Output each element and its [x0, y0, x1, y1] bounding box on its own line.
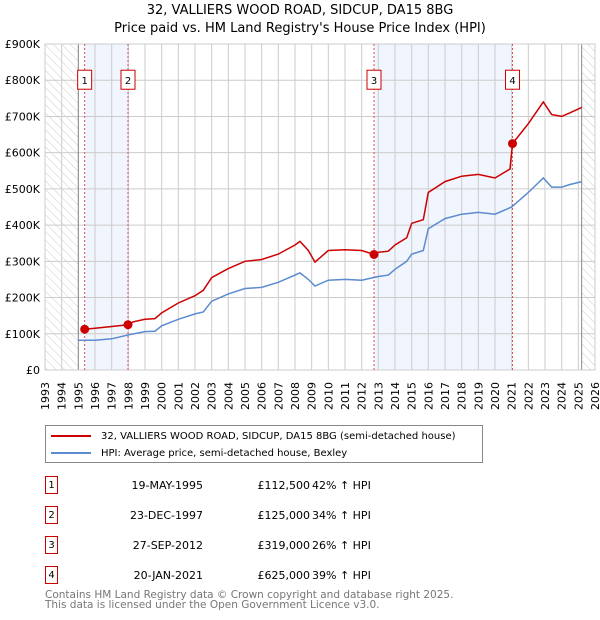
- x-tick-label: 2003: [206, 382, 219, 410]
- sale-price: £319,000: [257, 538, 311, 552]
- legend-item-hpi: HPI: Average price, semi-detached house,…: [51, 445, 347, 461]
- sale-label: 1: [81, 76, 87, 87]
- hpi-line: [78, 176, 582, 342]
- x-tick-label: 2012: [356, 382, 369, 410]
- shaded-period: [84, 44, 128, 370]
- x-tick-label: 2024: [556, 382, 569, 410]
- x-tick-label: 1996: [89, 382, 102, 410]
- x-tick-label: 2013: [372, 382, 385, 410]
- subtitle-line: Price paid vs. HM Land Registry's House …: [114, 21, 486, 36]
- sale-number: 3: [45, 536, 58, 554]
- sale-point: [80, 324, 90, 334]
- sale-date: 23-DEC-1997: [129, 508, 203, 522]
- plot-border: [44, 43, 596, 371]
- y-tick-label: £400K: [5, 219, 41, 232]
- x-tick-label: 2020: [489, 382, 502, 410]
- x-tick-label: 2025: [572, 382, 585, 410]
- sale-label-box: [505, 69, 520, 90]
- x-tick-label: 2015: [406, 382, 419, 410]
- x-tick-label: 2006: [256, 382, 269, 410]
- legend-item-property: 32, VALLIERS WOOD ROAD, SIDCUP, DA15 8BG…: [51, 428, 456, 444]
- sale-price: £125,000: [257, 508, 311, 522]
- chart-legend: 32, VALLIERS WOOD ROAD, SIDCUP, DA15 8BG…: [45, 425, 483, 463]
- sale-number: 2: [45, 506, 58, 524]
- shaded-period: [374, 44, 513, 370]
- y-tick-label: £0: [26, 364, 40, 377]
- table-row: 4 20-JAN-2021 £625,000 39% ↑ HPI: [45, 565, 371, 585]
- y-tick-label: £100K: [5, 328, 41, 341]
- x-tick-label: 2004: [222, 382, 235, 410]
- table-row: 1 19-MAY-1995 £112,500 42% ↑ HPI: [45, 475, 371, 495]
- x-tick-label: 2001: [172, 382, 185, 410]
- y-tick-label: £900K: [5, 38, 41, 51]
- footer-line: Contains HM Land Registry data © Crown c…: [45, 589, 454, 601]
- legend-swatch-blue: [51, 452, 91, 454]
- sale-price: £112,500: [257, 478, 311, 492]
- x-tick-label: 2002: [189, 382, 202, 410]
- sale-hpi: 26% ↑ HPI: [312, 538, 371, 552]
- sale-date: 20-JAN-2021: [133, 568, 203, 582]
- x-tick-label: 2022: [522, 382, 535, 410]
- x-tick-label: 2011: [339, 382, 352, 410]
- sale-number: 1: [45, 476, 58, 494]
- x-tick-label: 2005: [239, 382, 252, 410]
- y-tick-label: £800K: [5, 74, 41, 87]
- chart-title: 32, VALLIERS WOOD ROAD, SIDCUP, DA15 8BG…: [0, 2, 600, 38]
- x-tick-label: 2000: [156, 382, 169, 410]
- x-tick-label: 2007: [272, 382, 285, 410]
- x-tick-label: 2018: [456, 382, 469, 410]
- sale-date: 27-SEP-2012: [132, 538, 203, 552]
- sale-hpi: 34% ↑ HPI: [312, 508, 371, 522]
- sale-label: 4: [509, 76, 515, 87]
- x-tick-label: 2017: [439, 382, 452, 410]
- x-tick-label: 2009: [306, 382, 319, 410]
- x-tick-label: 2016: [422, 382, 435, 410]
- sale-date: 19-MAY-1995: [131, 478, 203, 492]
- x-tick-label: 2021: [506, 382, 519, 410]
- x-tick-label: 2026: [589, 382, 600, 410]
- footer: Contains HM Land Registry data © Crown c…: [45, 589, 454, 611]
- sale-point: [123, 320, 133, 330]
- y-tick-label: £200K: [5, 292, 41, 305]
- y-tick-label: £500K: [5, 183, 41, 196]
- y-tick-label: £300K: [5, 255, 41, 268]
- sale-label-box: [366, 69, 382, 90]
- sale-label-box: [120, 69, 136, 90]
- legend-swatch-red: [51, 435, 91, 437]
- table-row: 3 27-SEP-2012 £319,000 26% ↑ HPI: [45, 535, 371, 555]
- y-tick-label: £700K: [5, 110, 41, 123]
- sale-label: 3: [371, 76, 377, 87]
- x-tick-label: 2008: [289, 382, 302, 410]
- sale-number: 4: [45, 566, 58, 584]
- sale-price: £625,000: [257, 568, 311, 582]
- x-tick-label: 1994: [56, 382, 69, 410]
- footer-line: This data is licensed under the Open Gov…: [45, 599, 380, 611]
- title-line: 32, VALLIERS WOOD ROAD, SIDCUP, DA15 8BG: [146, 3, 454, 18]
- hatch-after-data: [581, 44, 595, 370]
- x-tick-label: 2014: [389, 382, 402, 410]
- price-chart: 1993 1994 1995 1996 1997 1998 1999 2000 2001 2002…: [5, 38, 600, 410]
- x-tick-label: 1999: [139, 382, 152, 410]
- legend-label: HPI: Average price, semi-detached house,…: [101, 447, 348, 459]
- sale-hpi: 42% ↑ HPI: [312, 478, 371, 492]
- table-row: 2 23-DEC-1997 £125,000 34% ↑ HPI: [45, 505, 371, 525]
- y-tick-label: £600K: [5, 147, 41, 160]
- sale-point: [369, 249, 379, 259]
- x-tick-label: 1998: [122, 382, 135, 410]
- legend-label: 32, VALLIERS WOOD ROAD, SIDCUP, DA15 8BG…: [101, 430, 456, 442]
- sale-label: 2: [125, 76, 131, 87]
- x-tick-label: 2023: [539, 382, 552, 410]
- sale-label-box: [77, 69, 93, 90]
- x-tick-label: 1995: [72, 382, 85, 410]
- sale-hpi: 39% ↑ HPI: [312, 568, 371, 582]
- price-paid-line: [84, 100, 583, 331]
- x-tick-label: 2010: [322, 382, 335, 410]
- sale-point: [508, 139, 517, 149]
- x-tick-label: 1993: [39, 382, 52, 410]
- x-tick-label: 1997: [106, 382, 119, 410]
- x-tick-label: 2019: [472, 382, 485, 410]
